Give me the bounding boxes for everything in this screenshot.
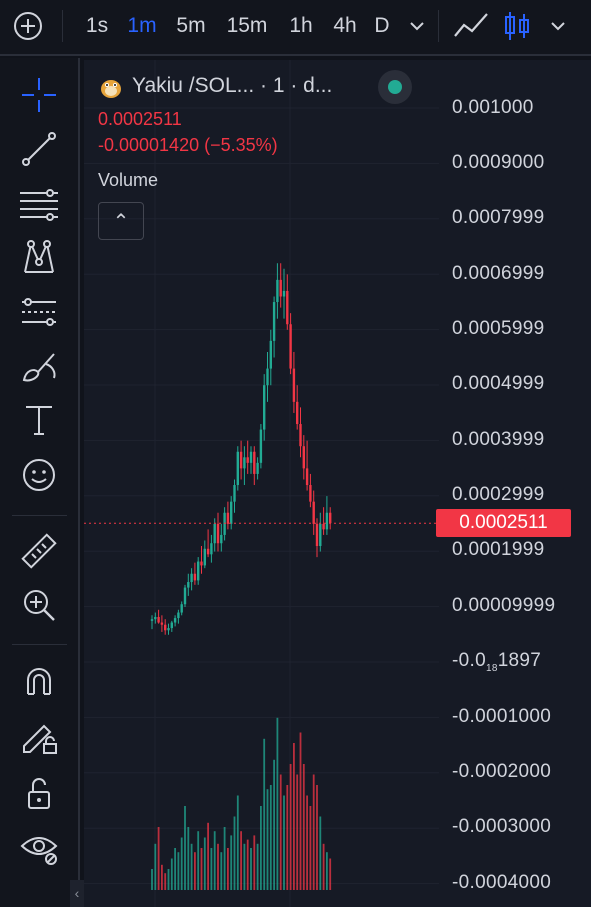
ruler-icon [21, 533, 57, 569]
price-tick: 0.001000 [452, 97, 534, 118]
price-tick: 0.00009999 [452, 595, 556, 616]
add-symbol-button[interactable] [8, 0, 48, 52]
toolbar-divider [62, 10, 63, 42]
candle-chart-button[interactable] [500, 0, 534, 52]
text-icon [26, 406, 52, 435]
lock-drawing-icon [23, 724, 57, 754]
price-tick: 0.0004999 [452, 373, 545, 394]
lock-drawing-tool[interactable] [16, 714, 62, 760]
chart-type-menu-button[interactable] [544, 0, 572, 52]
magnet-tool[interactable] [16, 658, 62, 704]
magnet-icon [27, 668, 51, 695]
price-tick: 0.0001999 [452, 539, 545, 560]
market-status-indicator[interactable] [378, 70, 412, 104]
text-tool[interactable] [16, 396, 62, 442]
projection-tool[interactable] [16, 288, 62, 334]
price-change: -0.00001420 (−5.35%) [98, 135, 278, 155]
price-tick-suffix: 1897 [497, 650, 542, 671]
interval-1s[interactable]: 1s [85, 14, 109, 37]
price-tick: -0.0001000 [452, 706, 552, 727]
brush-tool[interactable] [16, 342, 62, 388]
price-tick: -0.0002000 [452, 761, 552, 782]
interval-4h[interactable]: 4h [333, 14, 357, 37]
top-toolbar: 1s 1m 5m 15m 1h 4h D [0, 0, 591, 56]
fib-lines-icon [20, 189, 58, 221]
emoji-icon [23, 459, 55, 491]
current-price-badge: 0.0002511 [436, 509, 571, 537]
price-tick: 0.0002999 [452, 484, 545, 505]
interval-15m[interactable]: 15m [226, 14, 268, 37]
price-tick: 0.0003999 [452, 429, 545, 450]
eye-icon [20, 837, 58, 865]
sidebar-divider [12, 644, 67, 645]
candlestick-icon [505, 12, 529, 40]
price-tick-prefix: -0.0 [452, 650, 486, 671]
interval-5m[interactable]: 5m [176, 14, 206, 37]
volume-indicator-label[interactable]: Volume [98, 170, 159, 190]
token-logo [98, 74, 124, 100]
toolbar-divider [438, 10, 439, 42]
line-chart-button[interactable] [450, 0, 492, 52]
price-tick: -0.0004000 [452, 872, 552, 893]
unlock-icon [28, 778, 50, 809]
symbol-title[interactable]: Yakiu /SOL... · 1 · d... [132, 74, 333, 97]
price-tick: -0.0003000 [452, 816, 552, 837]
trend-line-tool[interactable] [16, 126, 62, 172]
price-tick: 0.0009000 [452, 152, 545, 173]
visibility-tool[interactable] [16, 824, 62, 870]
interval-d[interactable]: D [374, 14, 390, 37]
collapse-sidebar-button[interactable]: ‹ [70, 880, 84, 907]
plus-circle-icon [14, 12, 42, 40]
drawing-toolbar [0, 58, 80, 907]
crosshair-icon [22, 78, 56, 112]
price-tick: 0.0006999 [452, 263, 545, 284]
ruler-tool[interactable] [16, 528, 62, 574]
price-scale[interactable] [439, 60, 591, 907]
collapse-legend-button[interactable]: ⌃ [98, 202, 144, 240]
price-tick: 0.0007999 [452, 207, 545, 228]
pattern-tool[interactable] [16, 234, 62, 280]
interval-1h[interactable]: 1h [289, 14, 313, 37]
price-tick: -0.0181897 [452, 650, 541, 674]
zoom-in-icon [24, 590, 55, 621]
trend-line-icon [22, 132, 56, 166]
emoji-tool[interactable] [16, 452, 62, 498]
chart-pane[interactable] [84, 60, 439, 907]
line-chart-icon [454, 13, 488, 37]
sidebar-divider [12, 515, 67, 516]
interval-menu-button[interactable] [404, 0, 430, 52]
fib-lines-tool[interactable] [16, 180, 62, 226]
price-tick-subscript: 18 [485, 662, 498, 674]
pattern-icon [24, 240, 54, 273]
price-tick: 0.0005999 [452, 318, 545, 339]
projection-icon [22, 298, 56, 326]
interval-1m[interactable]: 1m [127, 14, 157, 37]
chevron-down-icon [551, 22, 565, 31]
chevron-down-icon [410, 22, 424, 31]
zoom-in-tool[interactable] [16, 582, 62, 628]
crosshair-tool[interactable] [16, 72, 62, 118]
brush-icon [22, 353, 56, 382]
last-value: 0.0002511 [98, 109, 182, 129]
unlock-tool[interactable] [16, 770, 62, 816]
